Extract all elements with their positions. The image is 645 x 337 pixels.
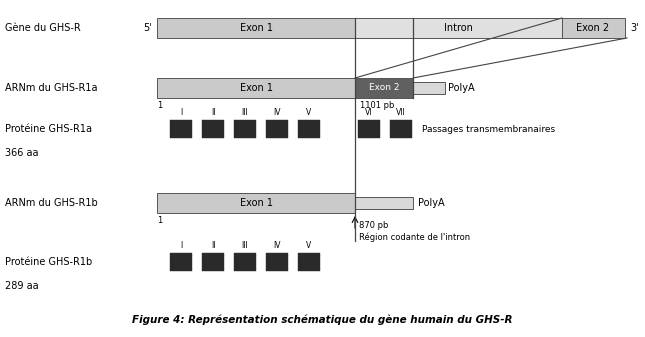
Bar [170,253,192,271]
Bar [157,18,355,38]
Text: V: V [306,108,312,117]
Text: 1: 1 [157,101,163,110]
Text: VI: VI [365,108,373,117]
Text: IV: IV [273,241,281,250]
Bar [157,78,355,98]
Bar [298,120,320,138]
Text: 289 aa: 289 aa [5,281,39,291]
Bar [355,78,413,98]
Text: Intron: Intron [444,23,472,33]
Text: V: V [306,241,312,250]
Bar [157,193,355,213]
Bar [170,120,192,138]
Text: VII: VII [396,108,406,117]
Text: Passages transmembranaires: Passages transmembranaires [422,124,555,133]
Bar [298,253,320,271]
Bar [266,253,288,271]
Text: Exon 2: Exon 2 [369,84,399,92]
Bar [562,18,625,38]
Bar [390,120,412,138]
Text: PolyA: PolyA [448,83,475,93]
Bar [202,120,224,138]
Text: Exon 1: Exon 1 [239,198,272,208]
Text: Exon 1: Exon 1 [239,23,272,33]
Text: III: III [242,241,248,250]
Text: IV: IV [273,108,281,117]
Text: 1: 1 [157,216,163,225]
Text: III: III [242,108,248,117]
Text: Figure 4: Représentation schématique du gène humain du GHS-R: Figure 4: Représentation schématique du … [132,314,512,325]
Text: 5': 5' [143,23,152,33]
Text: ARNm du GHS-R1a: ARNm du GHS-R1a [5,83,97,93]
Bar [358,120,380,138]
Text: Région codante de l'intron: Région codante de l'intron [359,233,470,243]
Text: 870 pb: 870 pb [359,221,388,230]
Text: 1101 pb: 1101 pb [360,101,394,110]
Bar [413,82,445,94]
Text: 366 aa: 366 aa [5,148,39,158]
Text: ARNm du GHS-R1b: ARNm du GHS-R1b [5,198,98,208]
Text: Protéine GHS-R1a: Protéine GHS-R1a [5,124,92,134]
Bar [234,120,256,138]
Text: 3': 3' [630,23,639,33]
Bar [202,253,224,271]
Text: Exon 1: Exon 1 [239,83,272,93]
Text: PolyA: PolyA [418,198,444,208]
Text: II: II [211,108,215,117]
Text: Exon 2: Exon 2 [577,23,610,33]
Text: I: I [180,108,182,117]
Text: I: I [180,241,182,250]
Text: Protéine GHS-R1b: Protéine GHS-R1b [5,257,92,267]
Bar [355,18,562,38]
Bar [355,197,413,209]
Text: II: II [211,241,215,250]
Text: Gène du GHS-R: Gène du GHS-R [5,23,81,33]
Bar [234,253,256,271]
Bar [266,120,288,138]
